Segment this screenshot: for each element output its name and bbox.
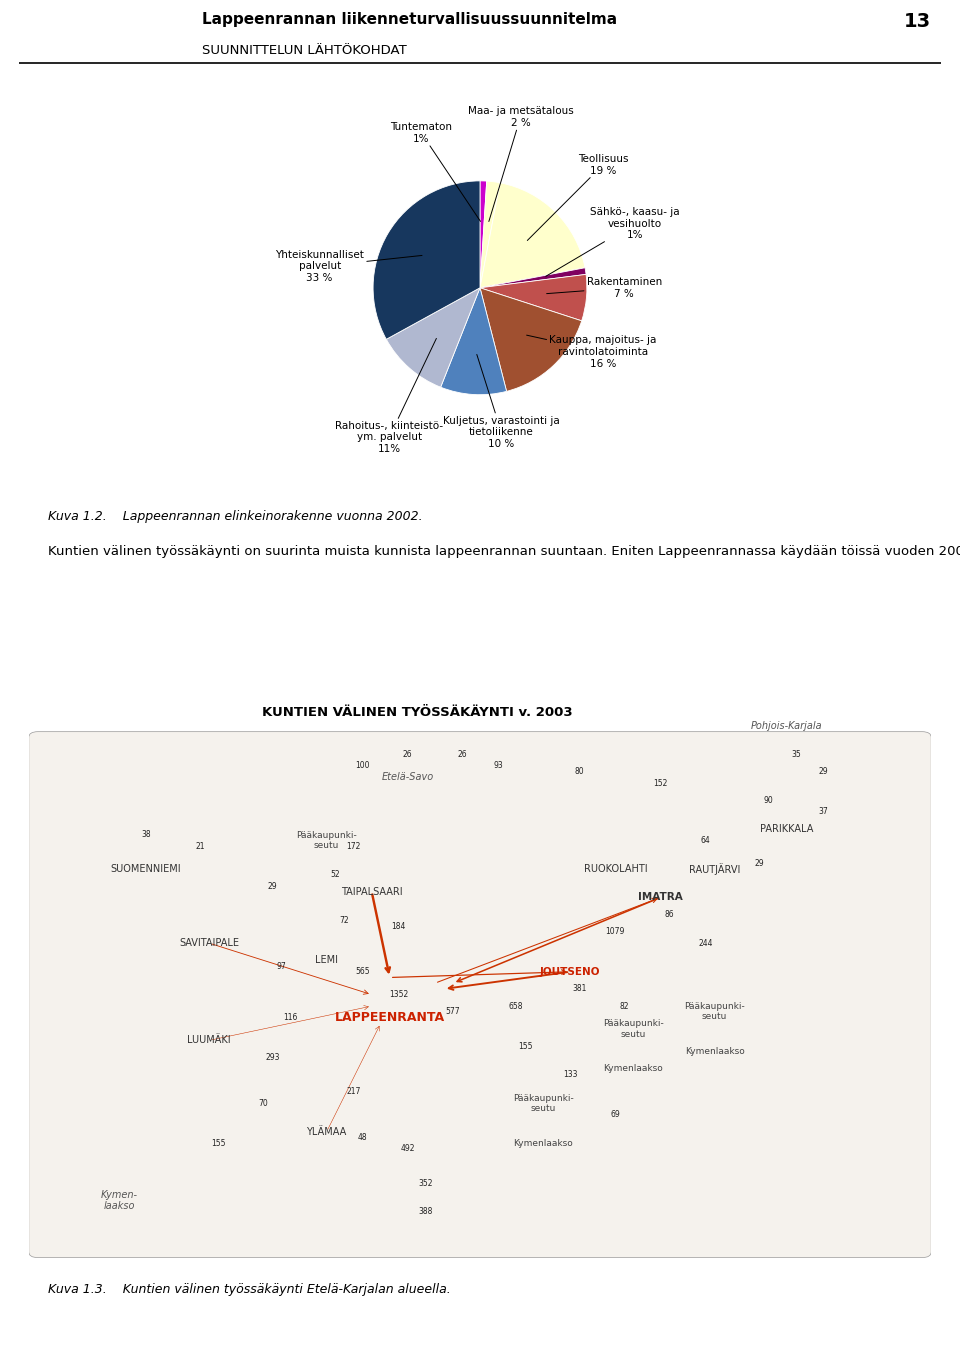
Text: 37: 37 <box>818 807 828 816</box>
Text: Kuljetus, varastointi ja
tietoliikenne
10 %: Kuljetus, varastointi ja tietoliikenne 1… <box>443 355 560 449</box>
Text: 293: 293 <box>265 1053 279 1063</box>
Wedge shape <box>480 288 582 391</box>
Text: 217: 217 <box>347 1087 361 1096</box>
Text: PARIKKALA: PARIKKALA <box>760 824 813 834</box>
Text: 97: 97 <box>276 962 286 971</box>
Text: 90: 90 <box>764 796 774 804</box>
Text: Yhteiskunnalliset
palvelut
33 %: Yhteiskunnalliset palvelut 33 % <box>276 250 422 282</box>
Text: 172: 172 <box>347 842 361 850</box>
Text: 29: 29 <box>268 881 277 890</box>
Text: 48: 48 <box>358 1132 368 1142</box>
Text: 82: 82 <box>619 1002 629 1010</box>
Text: 21: 21 <box>196 842 205 850</box>
Text: LUUMÄKI: LUUMÄKI <box>187 1036 231 1045</box>
Text: Kymen-
laakso: Kymen- laakso <box>101 1189 137 1212</box>
Text: Rakentaminen
7 %: Rakentaminen 7 % <box>546 277 662 299</box>
Text: Kuntien välinen työssäkäynti on suurinta muista kunnista lappeenrannan suuntaan.: Kuntien välinen työssäkäynti on suurinta… <box>48 545 960 558</box>
Text: 72: 72 <box>340 916 349 925</box>
Text: SAVITAIPALE: SAVITAIPALE <box>180 939 239 948</box>
Text: Pääkaupunki-
seutu: Pääkaupunki- seutu <box>603 1020 663 1038</box>
Wedge shape <box>386 288 480 387</box>
Text: 1352: 1352 <box>389 990 408 999</box>
Text: SUUNNITTELUN LÄHTÖKOHDAT: SUUNNITTELUN LÄHTÖKOHDAT <box>202 44 406 58</box>
Text: 35: 35 <box>791 751 801 759</box>
Text: RAUTJÄRVI: RAUTJÄRVI <box>689 863 740 874</box>
Wedge shape <box>480 180 487 288</box>
Text: 381: 381 <box>572 985 587 994</box>
Text: JOUTSENO: JOUTSENO <box>540 967 601 976</box>
Text: 244: 244 <box>698 939 713 948</box>
Text: 100: 100 <box>355 761 370 771</box>
Wedge shape <box>373 180 480 339</box>
Text: 70: 70 <box>258 1099 268 1108</box>
Text: LAPPEENRANTA: LAPPEENRANTA <box>335 1011 444 1024</box>
Text: Pääkaupunki-
seutu: Pääkaupunki- seutu <box>684 1002 745 1021</box>
Text: 152: 152 <box>654 779 667 788</box>
Text: Teollisuus
19 %: Teollisuus 19 % <box>527 155 628 241</box>
Text: 13: 13 <box>904 12 931 31</box>
Text: 29: 29 <box>818 767 828 776</box>
Text: 1079: 1079 <box>606 927 625 936</box>
Text: SUOMENNIEMI: SUOMENNIEMI <box>110 863 181 874</box>
Text: Kymenlaakso: Kymenlaakso <box>514 1139 573 1147</box>
Text: Tuntematon
1%: Tuntematon 1% <box>390 122 480 222</box>
Text: 116: 116 <box>283 1013 298 1022</box>
Text: 184: 184 <box>392 921 406 931</box>
Text: 155: 155 <box>517 1041 533 1050</box>
Text: TAIPALSAARI: TAIPALSAARI <box>341 886 402 897</box>
Text: KUNTIEN VÄLINEN TYÖSSÄKÄYNTI v. 2003: KUNTIEN VÄLINEN TYÖSSÄKÄYNTI v. 2003 <box>261 706 572 720</box>
Text: 52: 52 <box>331 870 341 880</box>
Text: Rahoitus-, kiinteistö-
ym. palvelut
11%: Rahoitus-, kiinteistö- ym. palvelut 11% <box>335 339 444 455</box>
Text: 658: 658 <box>509 1002 523 1010</box>
Text: 38: 38 <box>141 830 151 839</box>
Text: 388: 388 <box>419 1208 433 1216</box>
Text: Maa- ja metsätalous
2 %: Maa- ja metsätalous 2 % <box>468 106 573 222</box>
Text: Pääkaupunki-
seutu: Pääkaupunki- seutu <box>297 831 357 850</box>
Text: 64: 64 <box>701 835 710 845</box>
Text: Kuva 1.3.    Kuntien välinen työssäkäynti Etelä-Karjalan alueella.: Kuva 1.3. Kuntien välinen työssäkäynti E… <box>48 1283 451 1297</box>
Text: Pohjois-Karjala: Pohjois-Karjala <box>751 721 823 730</box>
Wedge shape <box>480 268 586 288</box>
Text: Kuva 1.2.    Lappeenrannan elinkeinorakenne vuonna 2002.: Kuva 1.2. Lappeenrannan elinkeinorakenne… <box>48 510 422 523</box>
Text: Kauppa, majoitus- ja
ravintolatoiminta
16 %: Kauppa, majoitus- ja ravintolatoiminta 1… <box>527 335 657 369</box>
Wedge shape <box>480 274 587 321</box>
Text: 352: 352 <box>419 1178 433 1188</box>
Text: IMATRA: IMATRA <box>638 893 683 902</box>
Text: 29: 29 <box>755 858 764 868</box>
Text: 93: 93 <box>493 761 503 771</box>
Text: 492: 492 <box>400 1145 415 1154</box>
Text: 577: 577 <box>445 1007 460 1017</box>
Text: Kymenlaakso: Kymenlaakso <box>684 1048 745 1056</box>
Text: 26: 26 <box>457 751 467 759</box>
Text: YLÄMAA: YLÄMAA <box>306 1127 347 1137</box>
Text: 26: 26 <box>403 751 413 759</box>
Wedge shape <box>441 288 507 394</box>
Text: 69: 69 <box>611 1110 620 1119</box>
Text: LEMI: LEMI <box>315 955 338 966</box>
Text: 86: 86 <box>664 911 674 919</box>
Text: 565: 565 <box>355 967 370 976</box>
Text: Kymenlaakso: Kymenlaakso <box>604 1064 663 1073</box>
Wedge shape <box>480 182 500 288</box>
Text: RUOKOLAHTI: RUOKOLAHTI <box>584 863 647 874</box>
Text: Pääkaupunki-
seutu: Pääkaupunki- seutu <box>513 1093 573 1112</box>
FancyBboxPatch shape <box>29 732 931 1258</box>
Text: Sähkö-, kaasu- ja
vesihuolto
1%: Sähkö-, kaasu- ja vesihuolto 1% <box>545 207 680 276</box>
Text: 133: 133 <box>563 1071 578 1079</box>
Text: Lappeenrannan liikenneturvallisuussuunnitelma: Lappeenrannan liikenneturvallisuussuunni… <box>202 12 616 27</box>
Text: 155: 155 <box>211 1139 226 1147</box>
Text: Etelä-Savo: Etelä-Savo <box>382 772 434 783</box>
Text: 80: 80 <box>574 767 584 776</box>
Wedge shape <box>480 183 585 288</box>
